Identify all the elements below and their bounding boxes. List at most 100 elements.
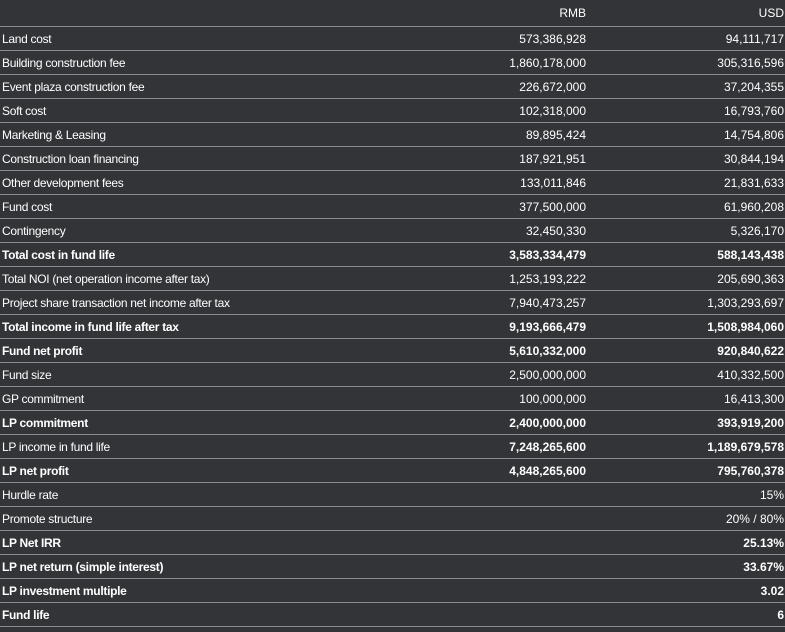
rmb-value: 100,000,000 — [402, 386, 586, 411]
table-row: Project share transaction net income aft… — [0, 290, 785, 315]
usd-value: 94,111,717 — [586, 26, 785, 51]
rmb-value: 377,500,000 — [402, 194, 586, 219]
header-label — [0, 0, 402, 27]
rmb-value: 133,011,846 — [402, 170, 586, 195]
rmb-value: 1,860,178,000 — [402, 50, 586, 75]
usd-value: 795,760,378 — [586, 458, 785, 483]
usd-value: 20% / 80% — [586, 506, 785, 531]
row-label: LP Net IRR — [0, 530, 402, 555]
rmb-value: 102,318,000 — [402, 98, 586, 123]
table-row: Total NOI (net operation income after ta… — [0, 266, 785, 291]
usd-value: 1,508,984,060 — [586, 314, 785, 339]
header-rmb: RMB — [402, 0, 586, 27]
usd-value: 3.02 — [586, 578, 785, 603]
table-row: Total cost in fund life 3,583,334,479 588,… — [0, 242, 785, 267]
table-row: LP Net IRR 25.13% — [0, 530, 785, 555]
row-label: LP commitment — [0, 410, 402, 435]
rmb-value — [402, 482, 586, 507]
table-row: LP income in fund life 7,248,265,600 1,189… — [0, 434, 785, 459]
row-label: Total NOI (net operation income after ta… — [0, 266, 402, 291]
usd-value: 410,332,500 — [586, 362, 785, 387]
usd-value: 21,831,633 — [586, 170, 785, 195]
table-row: LP commitment 2,400,000,000 393,919,200 — [0, 410, 785, 435]
row-label: Event plaza construction fee — [0, 74, 402, 99]
table-row: Event plaza construction fee 226,672,000 3… — [0, 74, 785, 99]
rmb-value: 226,672,000 — [402, 74, 586, 99]
table-row: Other development fees 133,011,846 21,831,… — [0, 170, 785, 195]
table-row: Marketing & Leasing 89,895,424 14,754,806 — [0, 122, 785, 147]
rmb-value: 5,610,332,000 — [402, 338, 586, 363]
row-label: Hurdle rate — [0, 482, 402, 507]
row-label: Fund cost — [0, 194, 402, 219]
row-label: Total income in fund life after tax — [0, 314, 402, 339]
usd-value: 1,303,293,697 — [586, 290, 785, 315]
row-label: Total cost in fund life — [0, 242, 402, 267]
rmb-value: 3,583,334,479 — [402, 242, 586, 267]
table-row: Building construction fee 1,860,178,000 30… — [0, 50, 785, 75]
rmb-value: 187,921,951 — [402, 146, 586, 171]
row-label: GP commitment — [0, 386, 402, 411]
usd-value: 16,413,300 — [586, 386, 785, 411]
rmb-value: 2,500,000,000 — [402, 362, 586, 387]
row-label: Contingency — [0, 218, 402, 243]
row-label: LP net profit — [0, 458, 402, 483]
rmb-value — [402, 602, 586, 627]
row-label: Construction loan financing — [0, 146, 402, 171]
header-usd: USD — [586, 0, 785, 27]
header-row: RMB USD — [0, 0, 785, 27]
usd-value: 61,960,208 — [586, 194, 785, 219]
table-row: Construction loan financing 187,921,951 30… — [0, 146, 785, 171]
table-row: Promote structure 20% / 80% — [0, 506, 785, 531]
table-row: Land cost 573,386,928 94,111,717 — [0, 26, 785, 51]
row-label: Fund size — [0, 362, 402, 387]
usd-value: 30,844,194 — [586, 146, 785, 171]
table-row: LP net return (simple interest) 33.67% — [0, 554, 785, 579]
usd-value: 920,840,622 — [586, 338, 785, 363]
rmb-value: 7,248,265,600 — [402, 434, 586, 459]
usd-value: 25.13% — [586, 530, 785, 555]
table-row: LP investment multiple 3.02 — [0, 578, 785, 603]
usd-value: 393,919,200 — [586, 410, 785, 435]
rmb-value: 573,386,928 — [402, 26, 586, 51]
rmb-value: 9,193,666,479 — [402, 314, 586, 339]
row-label: Promote structure — [0, 506, 402, 531]
row-label: Project share transaction net income aft… — [0, 290, 402, 315]
table-row: Fund cost 377,500,000 61,960,208 — [0, 194, 785, 219]
row-label: Fund life — [0, 602, 402, 627]
table-row: GP commitment 100,000,000 16,413,300 — [0, 386, 785, 411]
usd-value: 37,204,355 — [586, 74, 785, 99]
row-label: LP net return (simple interest) — [0, 554, 402, 579]
row-label: LP investment multiple — [0, 578, 402, 603]
rmb-value: 4,848,265,600 — [402, 458, 586, 483]
rmb-value: 1,253,193,222 — [402, 266, 586, 291]
table-row: Contingency 32,450,330 5,326,170 — [0, 218, 785, 243]
table-row: Total income in fund life after tax 9,193… — [0, 314, 785, 339]
table-row: Hurdle rate 15% — [0, 482, 785, 507]
row-label: LP income in fund life — [0, 434, 402, 459]
usd-value: 33.67% — [586, 554, 785, 579]
usd-value: 15% — [586, 482, 785, 507]
table-row: Fund net profit 5,610,332,000 920,840,622 — [0, 338, 785, 363]
table-row: Fund life 6 — [0, 602, 785, 627]
rmb-value — [402, 530, 586, 555]
rmb-value: 7,940,473,257 — [402, 290, 586, 315]
table-row: Soft cost 102,318,000 16,793,760 — [0, 98, 785, 123]
usd-value: 305,316,596 — [586, 50, 785, 75]
row-label: Land cost — [0, 26, 402, 51]
usd-value: 5,326,170 — [586, 218, 785, 243]
table-row: LP net profit 4,848,265,600 795,760,378 — [0, 458, 785, 483]
row-label: Building construction fee — [0, 50, 402, 75]
row-label: Other development fees — [0, 170, 402, 195]
rmb-value: 32,450,330 — [402, 218, 586, 243]
rmb-value: 2,400,000,000 — [402, 410, 586, 435]
usd-value: 14,754,806 — [586, 122, 785, 147]
rmb-value — [402, 506, 586, 531]
row-label: Fund net profit — [0, 338, 402, 363]
row-label: Marketing & Leasing — [0, 122, 402, 147]
table-row: Fund size 2,500,000,000 410,332,500 — [0, 362, 785, 387]
row-label: Soft cost — [0, 98, 402, 123]
rmb-value: 89,895,424 — [402, 122, 586, 147]
usd-value: 16,793,760 — [586, 98, 785, 123]
usd-value: 6 — [586, 602, 785, 627]
